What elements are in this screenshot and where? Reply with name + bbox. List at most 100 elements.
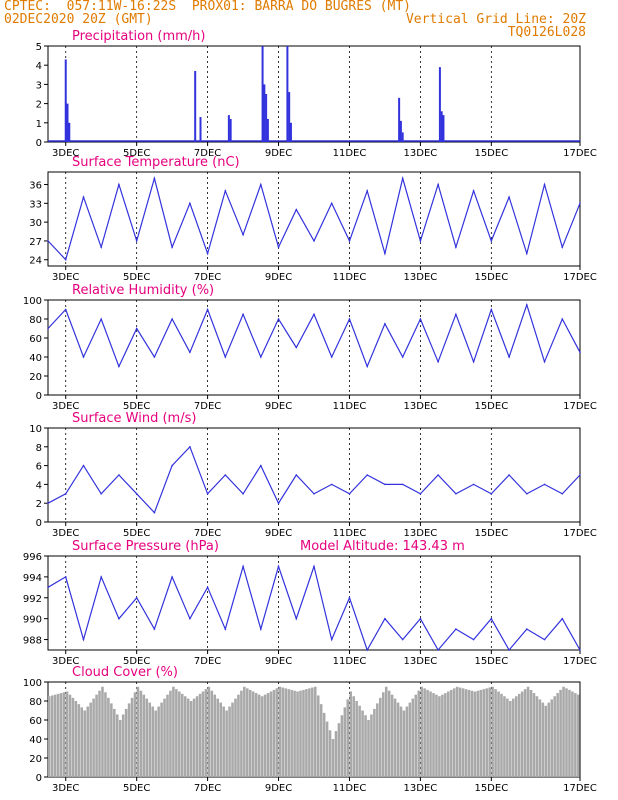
- cloud-bar: [83, 710, 87, 777]
- cloud-bar: [287, 689, 290, 777]
- cloud-bar: [550, 699, 553, 777]
- cloud-bar: [517, 693, 521, 777]
- data-point: [118, 474, 120, 476]
- data-point: [366, 474, 369, 476]
- data-point: [135, 596, 138, 599]
- data-point: [490, 240, 493, 242]
- cloud-bar: [145, 698, 149, 777]
- cloud-bar: [349, 691, 353, 777]
- data-point: [508, 196, 510, 198]
- precip-bar: [64, 59, 67, 142]
- precip-bar: [288, 92, 291, 142]
- cloud-bar: [278, 686, 282, 777]
- cloud-bar: [479, 689, 483, 777]
- data-point: [313, 565, 315, 568]
- data-point: [455, 493, 457, 495]
- cloud-bar: [387, 690, 391, 777]
- x-tick-label: 5DEC: [123, 656, 150, 667]
- data-point: [348, 318, 351, 320]
- cloud-bar: [526, 686, 530, 777]
- data-point: [100, 493, 102, 495]
- cloud-bar: [175, 689, 178, 777]
- data-point: [260, 628, 262, 630]
- cloud-bar: [520, 691, 524, 777]
- data-point: [366, 365, 369, 368]
- data-point: [82, 356, 85, 358]
- cloud-bar: [367, 720, 370, 777]
- cloud-bar: [470, 690, 474, 777]
- cloud-bar: [237, 694, 240, 777]
- cloud-bar: [121, 714, 125, 777]
- cloud-bar: [500, 693, 503, 777]
- cloud-bar: [293, 690, 296, 777]
- x-tick-label: 13DEC: [404, 148, 438, 159]
- cloud-bar: [98, 690, 101, 777]
- cloud-bar: [544, 705, 548, 777]
- cloud-bar: [299, 690, 302, 777]
- y-tick-label: 994: [23, 573, 42, 584]
- cloud-bar: [331, 739, 335, 777]
- cloud-bar: [355, 701, 358, 777]
- data-point: [153, 511, 156, 514]
- cloud-bar: [136, 686, 140, 777]
- header-date: 02DEC2020 20Z (GMT): [4, 12, 153, 27]
- cloud-bar: [461, 688, 465, 777]
- data-point: [526, 493, 528, 495]
- x-tick-label: 15DEC: [474, 783, 508, 794]
- data-point: [330, 483, 333, 486]
- data-point: [384, 483, 386, 486]
- cloud-bar: [95, 694, 98, 777]
- cloud-bar: [411, 698, 415, 777]
- data-point: [189, 617, 191, 620]
- cloud-bar: [562, 686, 565, 777]
- cloud-bar: [107, 697, 110, 777]
- x-tick-label: 5DEC: [123, 272, 150, 283]
- y-tick-label: 4: [36, 61, 42, 72]
- cloud-bar: [186, 698, 190, 777]
- x-tick-label: 17DEC: [563, 656, 597, 667]
- cloud-bar: [449, 689, 453, 777]
- cloud-bar: [529, 689, 533, 777]
- data-point: [260, 183, 262, 186]
- data-point: [543, 183, 546, 186]
- y-tick-label: 8: [36, 443, 42, 454]
- cloud-bar: [234, 698, 237, 777]
- cloud-bar: [281, 687, 285, 777]
- cloud-bar: [113, 708, 116, 777]
- cloud-bar: [346, 699, 350, 777]
- data-point: [189, 202, 191, 205]
- cloud-bar: [198, 693, 202, 777]
- cloud-bar: [352, 696, 355, 777]
- chart-title: Cloud Cover (%): [72, 665, 178, 680]
- x-tick-label: 3DEC: [52, 656, 79, 667]
- data-point: [579, 351, 581, 354]
- data-point: [171, 318, 173, 320]
- data-point: [135, 240, 138, 242]
- cloud-bar: [441, 694, 444, 777]
- data-point: [47, 502, 49, 505]
- data-point: [401, 356, 404, 358]
- data-point: [295, 617, 298, 620]
- cloud-bar: [50, 695, 54, 777]
- y-tick-label: 40: [29, 353, 42, 364]
- data-point: [82, 196, 85, 198]
- data-point: [526, 628, 528, 630]
- data-point: [419, 493, 422, 495]
- y-tick-label: 6: [36, 462, 42, 473]
- data-point: [561, 246, 564, 248]
- x-tick-label: 5DEC: [123, 148, 150, 159]
- cloud-bar: [532, 693, 536, 777]
- y-tick-label: 80: [29, 315, 42, 326]
- precip-bar: [266, 118, 269, 142]
- x-tick-label: 11DEC: [333, 148, 367, 159]
- chart-title: Precipitation (mm/h): [72, 29, 205, 44]
- x-tick-label: 3DEC: [52, 783, 79, 794]
- data-point: [348, 493, 351, 495]
- cloud-bar: [228, 706, 231, 777]
- cloud-bar: [379, 697, 382, 777]
- cloud-bar: [124, 708, 128, 777]
- data-point: [47, 586, 49, 589]
- data-point: [348, 240, 351, 242]
- data-point: [135, 493, 138, 495]
- cloud-bar: [571, 691, 574, 777]
